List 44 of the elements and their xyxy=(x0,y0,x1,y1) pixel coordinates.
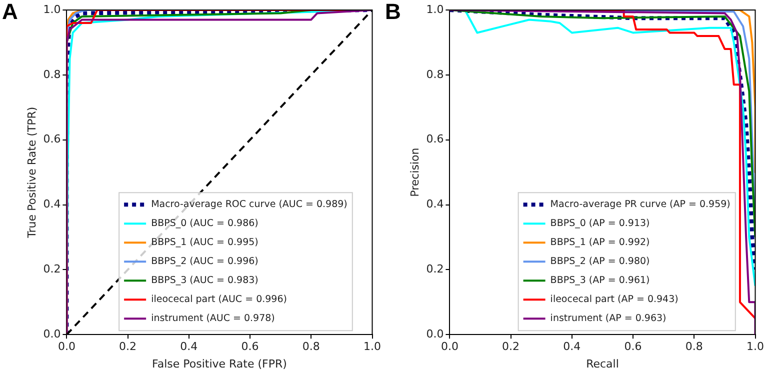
x-tick-label: 0.4 xyxy=(563,340,581,354)
legend-label: BBPS_3 (AP = 0.961) xyxy=(550,275,650,286)
y-axis-title: Precision xyxy=(408,148,422,197)
y-tick-label: 0.6 xyxy=(426,132,444,146)
y-tick-label: 0.0 xyxy=(426,327,444,340)
y-tick-label: 0.8 xyxy=(426,68,444,81)
x-axis-title: Recall xyxy=(586,357,619,370)
x-tick-label: 1.0 xyxy=(364,340,382,354)
legend-label: instrument (AP = 0.963) xyxy=(550,313,666,324)
y-tick-label: 1.0 xyxy=(43,2,61,16)
legend-label: BBPS_1 (AP = 0.992) xyxy=(550,237,650,248)
x-tick-label: 0.6 xyxy=(624,340,642,354)
y-tick-label: 0.6 xyxy=(43,132,61,146)
x-tick-label: 0.2 xyxy=(502,340,520,354)
legend-label: BBPS_3 (AUC = 0.983) xyxy=(151,275,258,286)
legend-label: BBPS_1 (AUC = 0.995) xyxy=(151,237,258,248)
x-tick-label: 0.4 xyxy=(180,340,198,354)
legend-label: BBPS_2 (AP = 0.980) xyxy=(550,256,650,268)
legend-label: BBPS_0 (AUC = 0.986) xyxy=(151,218,258,230)
legend-label: BBPS_2 (AUC = 0.996) xyxy=(151,256,258,268)
x-tick-label: 0.6 xyxy=(241,340,259,354)
legend-label: ileocecal part (AP = 0.943) xyxy=(550,294,678,306)
legend-label: instrument (AUC = 0.978) xyxy=(151,313,275,324)
y-tick-label: 0.8 xyxy=(43,68,61,81)
y-tick-label: 1.0 xyxy=(426,2,444,16)
chart-title: B xyxy=(385,0,401,24)
y-tick-label: 0.2 xyxy=(426,262,444,276)
x-tick-label: 0.2 xyxy=(119,340,137,354)
y-axis-title: True Positive Rate (TPR) xyxy=(25,106,38,239)
legend-label: BBPS_0 (AP = 0.913) xyxy=(550,218,650,230)
y-tick-label: 0.4 xyxy=(426,198,444,211)
x-tick-label: 0.0 xyxy=(440,340,458,354)
x-tick-label: 0.0 xyxy=(58,340,76,354)
x-tick-label: 0.8 xyxy=(302,340,320,354)
legend-label: ileocecal part (AUC = 0.996) xyxy=(151,294,287,306)
chart-title: A xyxy=(2,0,18,24)
y-tick-label: 0.4 xyxy=(43,198,61,211)
x-tick-label: 1.0 xyxy=(746,340,764,354)
x-axis-title: False Positive Rate (FPR) xyxy=(152,357,287,370)
legend-label: Macro-average ROC curve (AUC = 0.989) xyxy=(151,199,348,210)
y-tick-label: 0.0 xyxy=(43,327,61,340)
x-tick-label: 0.8 xyxy=(685,340,703,354)
legend-label: Macro-average PR curve (AP = 0.959) xyxy=(550,199,730,210)
y-tick-label: 0.2 xyxy=(43,262,61,276)
